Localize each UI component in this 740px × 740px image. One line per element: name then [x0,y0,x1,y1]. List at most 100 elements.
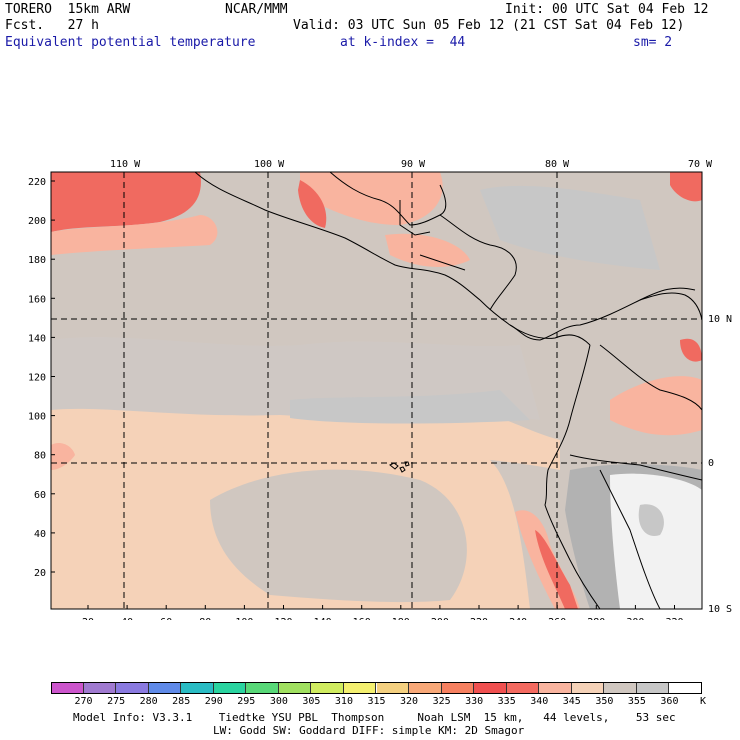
coast-northsa [639,292,702,321]
model-info-line1: Model Info: V3.3.1 Tiedtke YSU PBL Thomp… [73,711,676,724]
colorbar-swatch [116,683,149,693]
field-red-ne [670,172,702,202]
colorbar-label: 280 [139,696,158,707]
colorbar-label: 285 [172,696,191,707]
colorbar-label: 290 [204,696,223,707]
colorbar-label: 310 [334,696,353,707]
lat-label-10s: 10 S [708,604,732,615]
colorbar-swatch [441,683,475,693]
coast-mexico [194,172,591,346]
border-sa-2 [569,454,702,481]
map-frame [50,171,703,610]
field-red-mx [298,180,327,228]
border-ca-1 [399,200,431,236]
border-sa-1 [599,344,702,411]
colorbar-swatch [474,683,507,693]
colorbar-label: 335 [497,696,516,707]
colorbar-unit: K [699,696,707,707]
colorbar-swatch [148,683,182,693]
coast-gulf [329,172,447,226]
field-salmon-ca [385,233,470,267]
x-tick-label: 200 [431,617,449,620]
colorbar-label: 320 [400,696,419,707]
colorbar-swatch [376,683,410,693]
forecast-hour: Fcst. 27 h [5,18,99,33]
x-tick-label: 60 [160,617,172,620]
lon-label-90w: 90 W [401,159,426,170]
colorbar-swatch [51,683,84,693]
field-grey-patch [638,504,664,536]
field-red-peru [535,530,578,609]
colorbar-label: 275 [107,696,126,707]
colorbar-label: 345 [562,696,581,707]
lon-label-70w: 70 W [688,159,713,170]
colorbar-label: 350 [595,696,614,707]
colorbar-swatch [246,683,279,693]
y-tick-label: 200 [28,216,46,227]
colorbar-swatch [343,683,377,693]
coast-panama [509,287,696,341]
coast-colombia [544,344,601,609]
colorbar-label: 340 [530,696,549,707]
colorbar-label: 355 [627,696,646,707]
weather-map: 110 W 100 W 90 W 80 W 70 W 10 N 0 10 S 2… [28,159,732,620]
x-tick-label: 300 [626,617,644,620]
y-tick-label: 140 [28,333,46,344]
y-tick-label: 220 [28,177,46,188]
colorbar-swatch [571,683,605,693]
border-ca-2 [419,254,466,271]
colorbar-swatch [604,683,637,693]
colorbar-label: 315 [367,696,386,707]
field-red-nw [51,172,201,232]
colorbar-label: 360 [660,696,679,707]
lat-label-10n: 10 N [708,314,732,325]
island-2 [399,466,406,473]
smoothing-info: sm= 2 [633,35,673,50]
field-lightgrey-2 [480,185,660,270]
x-tick-label: 240 [509,617,527,620]
y-tick-label: 160 [28,294,46,305]
field-red-col [680,338,702,362]
field-salmon-mx [300,172,443,225]
y-tick-label: 120 [28,373,46,384]
x-tick-label: 280 [587,617,605,620]
x-tick-label: 120 [274,617,292,620]
colorbar-label: 300 [269,696,288,707]
colorbar-swatch [181,683,214,693]
colorbar-label: 330 [465,696,484,707]
organization: NCAR/MMM [225,2,288,17]
x-tick-label: 320 [665,617,683,620]
field-salmon-col [610,376,702,436]
y-tick-label: 80 [34,451,46,462]
x-tick-label: 260 [548,617,566,620]
colorbar-swatch [636,683,670,693]
colorbar-swatch [539,683,572,693]
island-3 [404,461,410,467]
coast-caribbean [439,214,517,311]
model-name: TORERO 15km ARW [5,2,131,17]
x-tick-label: 220 [470,617,488,620]
colorbar-swatch [83,683,117,693]
colorbar-swatch [409,683,442,693]
x-tick-label: 80 [199,617,211,620]
colorbar-label: 295 [237,696,256,707]
y-tick-label: 40 [34,529,46,540]
x-tick-label: 160 [353,617,371,620]
x-tick-label: 100 [235,617,253,620]
field-white-amazon [610,473,702,609]
y-tick-label: 60 [34,490,46,501]
y-tick-label: 20 [34,568,46,579]
lat-label-0: 0 [708,458,714,469]
colorbar-label: 270 [74,696,93,707]
y-tick-label: 100 [28,412,46,423]
colorbar-swatch [311,683,344,693]
colorbar-label: 325 [432,696,451,707]
colorbar-swatch [213,683,247,693]
field-lightgrey-1 [290,390,530,424]
colorbar-frame [51,682,702,694]
lon-label-110w: 110 W [110,159,141,170]
x-tick-label: 20 [82,617,94,620]
init-time: Init: 00 UTC Sat 04 Feb 12 [505,2,709,17]
x-tick-label: 140 [314,617,332,620]
lon-label-80w: 80 W [545,159,570,170]
